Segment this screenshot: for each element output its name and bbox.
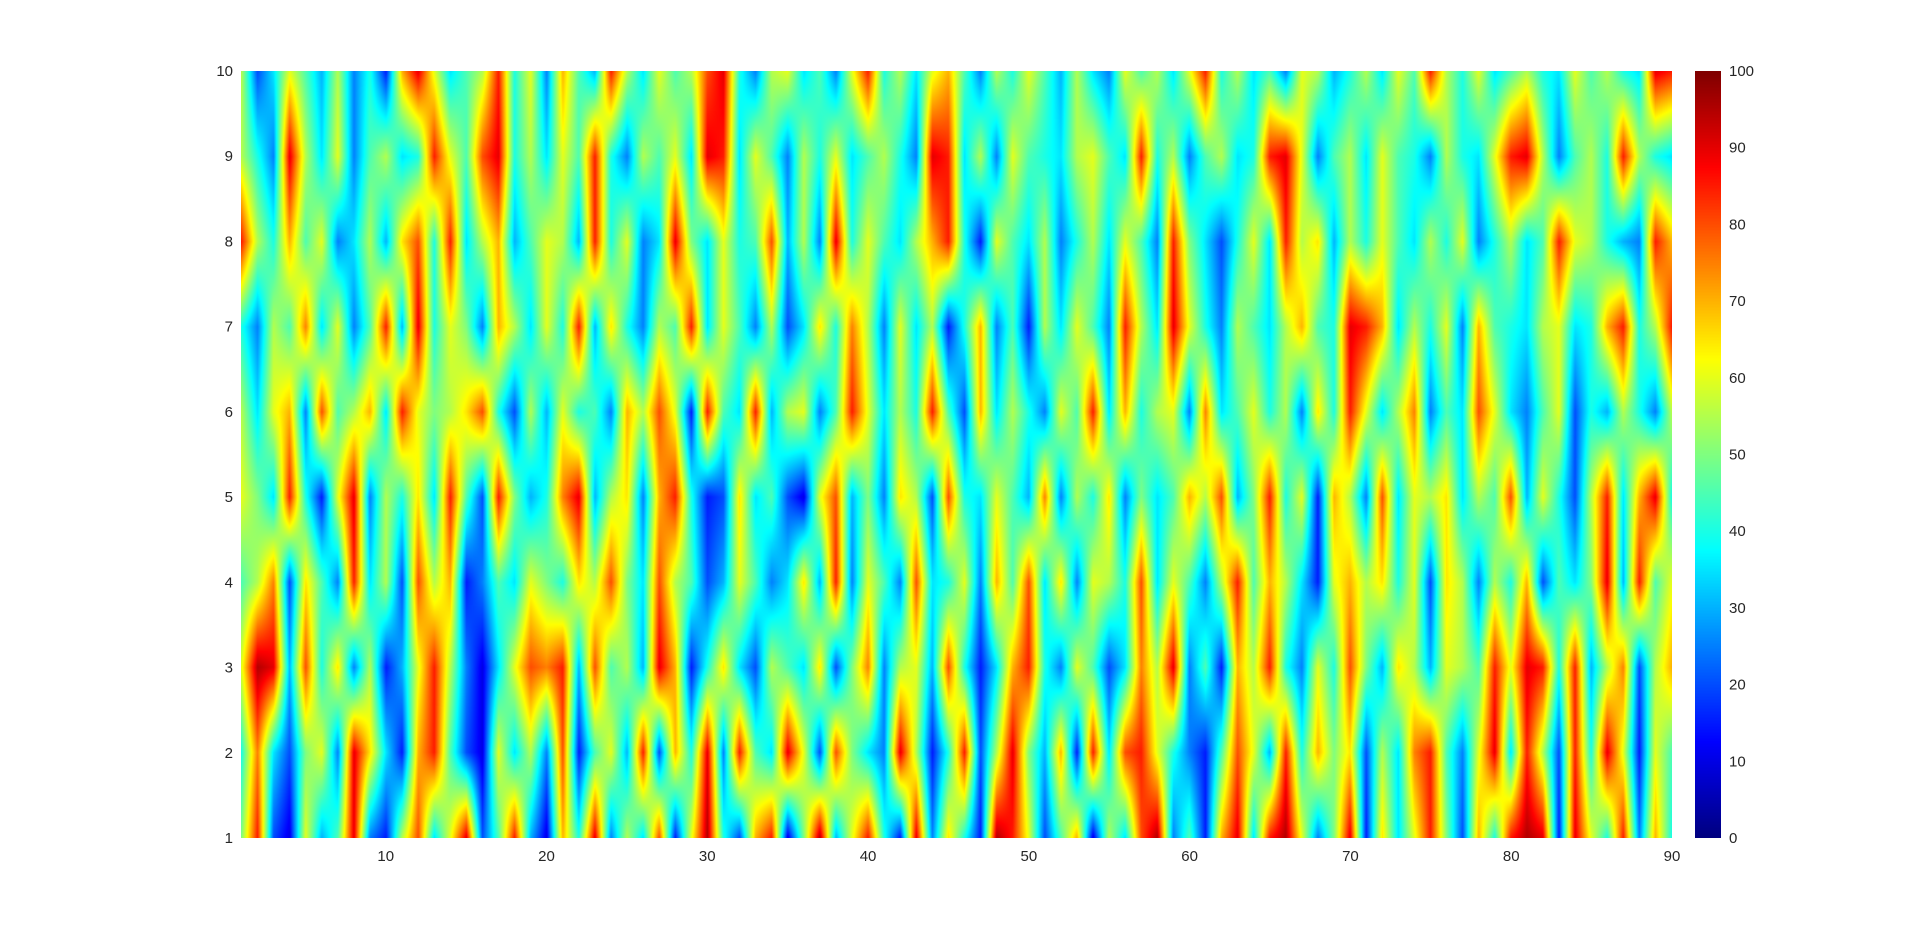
colorbar-tick-label: 90: [1729, 140, 1746, 157]
colorbar-tick-label: 60: [1729, 370, 1746, 387]
plot-area: [241, 71, 1672, 838]
y-tick-label: 8: [225, 233, 233, 250]
colorbar-tick-label: 20: [1729, 677, 1746, 694]
x-tick-label: 70: [1342, 848, 1359, 865]
y-tick-label: 7: [225, 319, 233, 336]
y-tick-label: 1: [225, 830, 233, 847]
colorbar: [1695, 71, 1721, 838]
colorbar-tick-label: 70: [1729, 293, 1746, 310]
y-tick-label: 2: [225, 745, 233, 762]
y-tick-label: 9: [225, 148, 233, 165]
colorbar-tick-label: 100: [1729, 63, 1754, 80]
y-tick-label: 10: [216, 63, 233, 80]
y-tick-label: 4: [225, 574, 233, 591]
colorbar-tick-label: 30: [1729, 600, 1746, 617]
colorbar-surface: [1695, 71, 1721, 838]
colorbar-tick-label: 40: [1729, 523, 1746, 540]
x-tick-label: 30: [699, 848, 716, 865]
y-axis-ticks: 1 2 3 4 5 6 7 8 9 10: [216, 63, 233, 847]
x-tick-label: 20: [538, 848, 555, 865]
x-tick-label: 50: [1021, 848, 1038, 865]
colorbar-tick-label: 10: [1729, 753, 1746, 770]
x-tick-label: 90: [1664, 848, 1681, 865]
y-tick-label: 6: [225, 404, 233, 421]
colorbar-ticks: 0 10 20 30 40 50 60 70 80 90 100: [1729, 63, 1754, 847]
heatmap-canvas: [241, 71, 1672, 838]
colorbar-tick-label: 0: [1729, 830, 1737, 847]
x-tick-label: 60: [1181, 848, 1198, 865]
y-tick-label: 3: [225, 660, 233, 677]
x-tick-label: 80: [1503, 848, 1520, 865]
colorbar-tick-label: 80: [1729, 216, 1746, 233]
colorbar-tick-label: 50: [1729, 447, 1746, 464]
x-axis-ticks: 10 20 30 40 50 60 70 80 90: [377, 848, 1680, 865]
heatmap-surface: [241, 71, 1672, 838]
y-tick-label: 5: [225, 489, 233, 506]
colorbar-canvas: [1695, 71, 1721, 838]
x-tick-label: 10: [377, 848, 394, 865]
x-tick-label: 40: [860, 848, 877, 865]
